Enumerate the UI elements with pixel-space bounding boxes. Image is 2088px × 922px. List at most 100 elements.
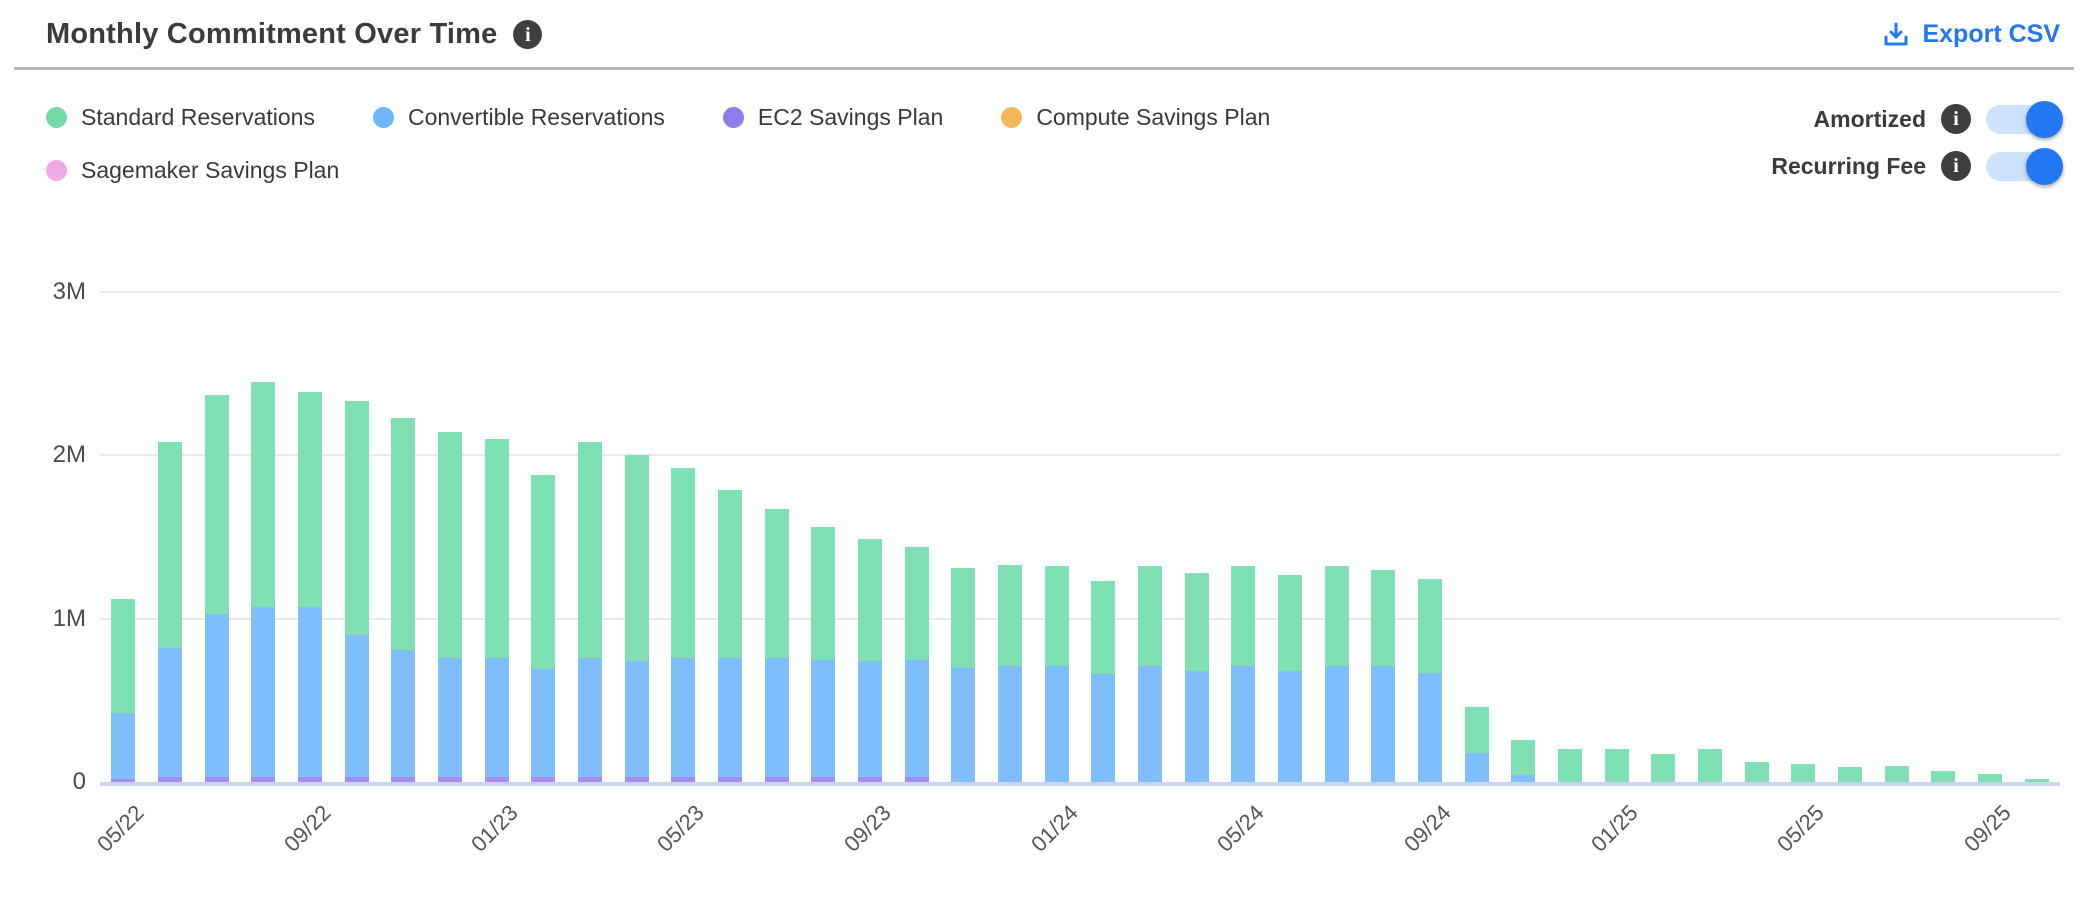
bar-segment[interactable] — [764, 509, 789, 658]
bar-segment[interactable] — [1464, 706, 1489, 753]
bar-segment[interactable] — [1884, 765, 1909, 782]
bar-segment[interactable] — [1604, 749, 1629, 782]
bar-segment[interactable] — [1184, 670, 1209, 782]
bar-segment[interactable] — [1978, 773, 2002, 782]
bar-segment[interactable] — [951, 568, 976, 668]
bar-segment[interactable] — [998, 564, 1022, 667]
bar-segment[interactable] — [298, 391, 322, 608]
bar-segment[interactable] — [1184, 572, 1209, 671]
bar-segment[interactable] — [531, 777, 556, 782]
bar-segment[interactable] — [1651, 754, 1676, 782]
bar-segment[interactable] — [1278, 574, 1302, 671]
bar-segment[interactable] — [391, 417, 416, 650]
bar-segment[interactable] — [344, 401, 369, 635]
bar-segment[interactable] — [111, 599, 136, 714]
bar-segment[interactable] — [1231, 666, 1256, 782]
amortized-toggle[interactable] — [1986, 100, 2063, 138]
bar-segment[interactable] — [1138, 566, 1162, 667]
bar-segment[interactable] — [1044, 566, 1069, 667]
bar-segment[interactable] — [1138, 666, 1162, 782]
bar-segment[interactable] — [624, 661, 649, 778]
bar-segment[interactable] — [391, 649, 416, 778]
bar-segment[interactable] — [904, 546, 929, 660]
info-icon[interactable]: i — [1941, 151, 1971, 181]
bar-segment[interactable] — [1371, 666, 1396, 782]
bar-segment[interactable] — [578, 657, 602, 778]
bar-segment[interactable] — [1091, 581, 1116, 675]
bar-segment[interactable] — [811, 777, 836, 782]
export-csv-button[interactable]: Export CSV — [1882, 20, 2060, 49]
bar-segment[interactable] — [1464, 752, 1489, 782]
bar-segment[interactable] — [298, 777, 322, 782]
bar-segment[interactable] — [764, 777, 789, 782]
bar-segment[interactable] — [298, 607, 322, 778]
bar-segment[interactable] — [1278, 670, 1302, 782]
bar-segment[interactable] — [158, 442, 182, 649]
bar-segment[interactable] — [531, 474, 556, 670]
bar-segment[interactable] — [204, 777, 229, 782]
legend-item-compute-savings-plan[interactable]: Compute Savings Plan — [1001, 104, 1270, 131]
bar-segment[interactable] — [1511, 775, 1536, 782]
bar-segment[interactable] — [951, 667, 976, 782]
bar-segment[interactable] — [858, 538, 882, 662]
bar-segment[interactable] — [484, 439, 509, 658]
bar-segment[interactable] — [1838, 767, 1862, 782]
bar-segment[interactable] — [1744, 762, 1769, 782]
bar-segment[interactable] — [111, 778, 136, 782]
bar-segment[interactable] — [1324, 566, 1349, 667]
bar-segment[interactable] — [671, 468, 696, 658]
bar-segment[interactable] — [438, 657, 462, 778]
bar-segment[interactable] — [578, 442, 602, 658]
bar-segment[interactable] — [1558, 749, 1582, 782]
legend-item-ec2-savings-plan[interactable]: EC2 Savings Plan — [722, 104, 943, 131]
bar-segment[interactable] — [811, 527, 836, 660]
bar-segment[interactable] — [858, 777, 882, 782]
bar-segment[interactable] — [344, 777, 369, 782]
bar-segment[interactable] — [718, 489, 742, 658]
bar-segment[interactable] — [1418, 579, 1442, 673]
recurring-fee-toggle[interactable] — [1986, 147, 2063, 185]
bar-segment[interactable] — [718, 777, 742, 782]
bar-segment[interactable] — [671, 777, 696, 782]
bar-segment[interactable] — [391, 777, 416, 782]
legend-item-standard-reservations[interactable]: Standard Reservations — [46, 104, 315, 131]
bar-segment[interactable] — [484, 657, 509, 778]
bar-segment[interactable] — [438, 777, 462, 782]
bar-segment[interactable] — [438, 432, 462, 658]
bar-segment[interactable] — [484, 777, 509, 782]
legend-item-sagemaker-savings-plan[interactable]: Sagemaker Savings Plan — [46, 157, 339, 184]
bar-segment[interactable] — [531, 669, 556, 778]
legend-item-convertible-reservations[interactable]: Convertible Reservations — [372, 104, 665, 131]
bar-segment[interactable] — [1791, 764, 1816, 782]
bar-segment[interactable] — [718, 657, 742, 778]
bar-segment[interactable] — [111, 713, 136, 779]
bar-segment[interactable] — [1418, 672, 1442, 782]
bar-segment[interactable] — [204, 394, 229, 614]
bar-segment[interactable] — [251, 777, 276, 782]
bar-segment[interactable] — [1511, 739, 1536, 776]
bar-segment[interactable] — [998, 666, 1022, 782]
bar-segment[interactable] — [158, 648, 182, 778]
bar-segment[interactable] — [904, 659, 929, 778]
bar-segment[interactable] — [1931, 770, 1956, 782]
info-icon[interactable]: i — [1941, 104, 1971, 134]
bar-segment[interactable] — [2024, 778, 2049, 782]
bar-segment[interactable] — [251, 381, 276, 608]
bar-segment[interactable] — [158, 777, 182, 782]
bar-segment[interactable] — [624, 777, 649, 782]
bar-segment[interactable] — [671, 657, 696, 778]
bar-segment[interactable] — [811, 659, 836, 778]
bar-segment[interactable] — [904, 777, 929, 782]
bar-segment[interactable] — [251, 607, 276, 778]
bar-segment[interactable] — [344, 635, 369, 778]
bar-segment[interactable] — [1044, 666, 1069, 782]
bar-segment[interactable] — [578, 777, 602, 782]
bar-segment[interactable] — [858, 661, 882, 778]
bar-segment[interactable] — [1698, 749, 1722, 782]
bar-segment[interactable] — [624, 455, 649, 662]
bar-segment[interactable] — [1371, 569, 1396, 667]
bar-segment[interactable] — [1324, 666, 1349, 782]
bar-segment[interactable] — [764, 657, 789, 778]
bar-segment[interactable] — [1231, 566, 1256, 667]
bar-segment[interactable] — [204, 613, 229, 778]
